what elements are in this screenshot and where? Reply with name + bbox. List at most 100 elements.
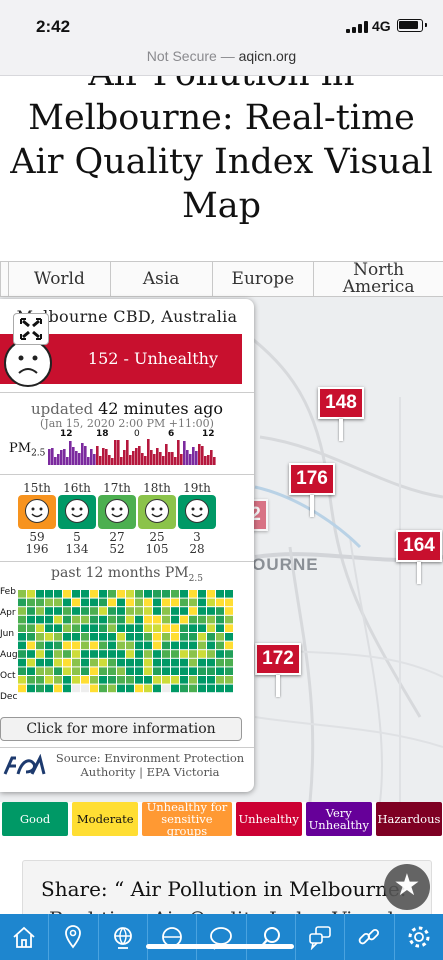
tab-europe[interactable]: Europe [211, 262, 314, 296]
pm-bar [69, 441, 72, 465]
heatmap-cell [153, 590, 161, 598]
heatmap-cell [36, 658, 44, 667]
forecast-min: 196 [25, 542, 49, 556]
heatmap-cell [135, 684, 143, 693]
marker-value: 164 [403, 535, 435, 556]
heatmap-cell [225, 633, 233, 641]
pm-bar [162, 456, 165, 465]
nav-settings[interactable] [395, 914, 443, 960]
nav-link[interactable] [345, 914, 395, 960]
heatmap-cell [117, 641, 125, 650]
heatmap-cell [198, 641, 206, 650]
heatmap-cell [162, 684, 170, 693]
heatmap-cell [36, 676, 44, 684]
heatmap-cell [63, 624, 71, 632]
heatmap-cell [81, 624, 89, 632]
more-info-button[interactable]: Click for more information [0, 717, 242, 741]
heatmap-cell [126, 667, 134, 675]
heatmap-cell [189, 676, 197, 684]
pm-bar [153, 454, 156, 465]
pm-bar [54, 457, 57, 465]
heatmap-cell [162, 667, 170, 675]
heatmap-cell [99, 598, 107, 607]
pm-bar [135, 448, 138, 465]
heatmap-cell [36, 667, 44, 675]
heatmap-cell [45, 624, 53, 632]
heatmap-cell [144, 658, 152, 667]
heatmap-cell [99, 667, 107, 675]
nav-location[interactable] [49, 914, 99, 960]
heatmap-cell [18, 667, 26, 675]
epa-logo-icon [3, 754, 46, 775]
pm-bar [81, 443, 84, 465]
heatmap-cell [81, 598, 89, 607]
pm-bar [102, 448, 105, 465]
divider [0, 747, 254, 748]
home-indicator [146, 944, 294, 949]
heatmap-cell [45, 650, 53, 658]
updated-text: updated 42 minutes ago [0, 399, 254, 418]
heatmap-cell [225, 684, 233, 693]
heatmap-cell [45, 615, 53, 624]
tab-world[interactable]: World [8, 262, 110, 296]
pm-bar [87, 457, 90, 465]
heatmap-cell [135, 650, 143, 658]
share-line: Share: “ Air Pollution in Melbourne: [41, 877, 407, 901]
pm-peak: 12 [60, 429, 73, 439]
tab-asia[interactable]: Asia [109, 262, 212, 296]
heatmap-cell [144, 615, 152, 624]
heatmap-cell [117, 615, 125, 624]
pm-bar [174, 457, 177, 465]
heatmap-cell [36, 598, 44, 607]
nav-app[interactable] [148, 914, 198, 960]
heatmap-cell [90, 667, 98, 675]
map-marker[interactable]: 176 [289, 463, 335, 517]
marker-value: 148 [325, 392, 357, 413]
pm-peak: 6 [168, 429, 175, 439]
nav-globe[interactable] [99, 914, 148, 960]
heatmap-cell [207, 590, 215, 598]
globe-icon [113, 927, 132, 949]
heatmap-cell [180, 624, 188, 632]
nav-home[interactable] [0, 914, 50, 960]
map-marker[interactable]: 148 [318, 387, 364, 441]
tab-north-america[interactable]: North America [313, 262, 443, 296]
map-marker[interactable]: 172 [255, 643, 301, 697]
settings-icon [408, 926, 430, 948]
heatmap-cell [108, 658, 116, 667]
heatmap-cell [36, 684, 44, 693]
heatmap-cell [216, 650, 224, 658]
pm-bar [90, 449, 93, 465]
map-marker[interactable]: 164 [396, 530, 442, 584]
nav-faq[interactable] [197, 914, 247, 960]
share-box[interactable]: Share: “ Air Pollution in Melbourne: Rea… [22, 860, 432, 920]
heatmap-cell [18, 684, 26, 693]
heatmap-cell [108, 598, 116, 607]
heatmap-cell [27, 624, 35, 632]
month-label: Oct [0, 671, 16, 681]
heatmap-cell [126, 624, 134, 632]
pm-bar [144, 456, 147, 465]
heatmap-cell [171, 615, 179, 624]
heatmap-cell [126, 615, 134, 624]
heatmap-cell [90, 633, 98, 641]
nav-chat[interactable] [296, 914, 346, 960]
heatmap-cell [225, 624, 233, 632]
star-icon[interactable]: ★ [384, 864, 430, 910]
domain: aqicn.org [238, 48, 297, 64]
heatmap-cell [180, 650, 188, 658]
heatmap-cell [207, 684, 215, 693]
heatmap-cell [108, 650, 116, 658]
heatmap-cell [216, 658, 224, 667]
heatmap-cell [153, 624, 161, 632]
fullscreen-icon[interactable] [13, 313, 49, 345]
heatmap-cell [171, 684, 179, 693]
url-bar[interactable]: Not Secure — aqicn.org [0, 46, 443, 76]
divider [0, 392, 254, 393]
nav-search[interactable] [247, 914, 296, 960]
heatmap-cell [63, 684, 71, 693]
heatmap-cell [225, 676, 233, 684]
heatmap-cell [180, 590, 188, 598]
happy-face-icon [98, 495, 136, 529]
pm-bar [78, 453, 81, 465]
